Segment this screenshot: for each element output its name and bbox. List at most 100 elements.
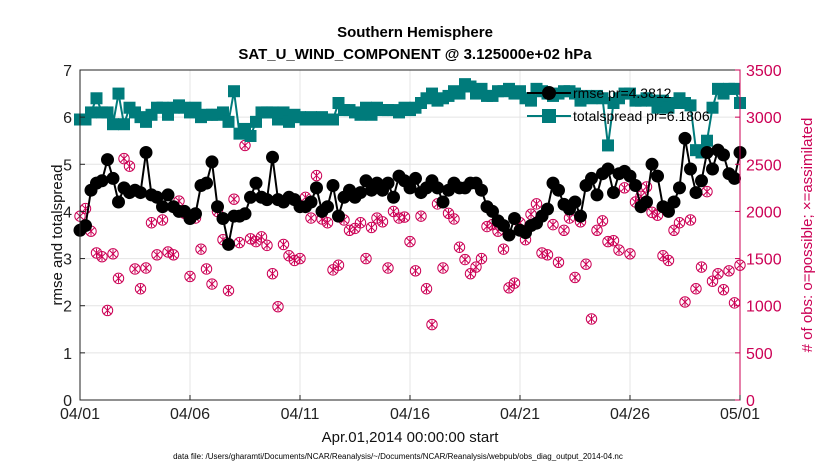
obs-possible-marker — [305, 212, 317, 224]
rmse-point — [321, 200, 334, 214]
obs-possible-marker — [151, 249, 163, 261]
obs-assimilated-marker — [527, 209, 535, 219]
totalspread-point — [90, 92, 103, 105]
obs-assimilated-marker — [483, 222, 491, 231]
x-tick-label: 04/26 — [610, 406, 650, 423]
obs-possible-marker — [382, 262, 394, 274]
obs-assimilated-marker — [208, 279, 216, 289]
obs-assimilated-marker — [114, 274, 123, 283]
rmse-point — [106, 171, 120, 185]
obs-possible-marker — [585, 313, 598, 325]
totalspread-point — [118, 118, 130, 131]
obs-possible-marker — [101, 304, 114, 317]
totalspread-point — [525, 94, 537, 107]
rmse-point — [101, 153, 114, 167]
obs-assimilated-marker — [235, 238, 244, 247]
obs-assimilated-marker — [389, 207, 398, 216]
obs-possible-marker — [332, 259, 345, 271]
rmse-point — [678, 131, 692, 145]
obs-assimilated-marker — [422, 284, 431, 294]
obs-assimilated-marker — [538, 248, 546, 258]
obs-assimilated-marker — [367, 223, 376, 232]
rmse-point — [403, 181, 417, 195]
y-tick-right-label: 1000 — [746, 299, 782, 316]
rmse-point — [673, 181, 686, 195]
rmse-point — [568, 195, 582, 209]
obs-assimilated-marker — [675, 218, 684, 228]
obs-possible-marker — [426, 318, 438, 331]
obs-possible-marker — [272, 300, 284, 313]
obs-assimilated-marker — [329, 265, 337, 275]
obs-possible-marker — [365, 221, 378, 234]
obs-possible-marker — [360, 252, 372, 265]
obs-assimilated-marker — [257, 232, 266, 242]
legend-spread-marker — [542, 109, 556, 123]
rmse-point — [211, 200, 224, 214]
rmse-point — [79, 219, 92, 233]
obs-possible-marker — [310, 169, 323, 182]
obs-possible-marker — [459, 253, 471, 266]
obs-assimilated-marker — [263, 241, 271, 250]
rmse-point — [601, 162, 615, 176]
obs-assimilated-marker — [560, 225, 568, 235]
rmse-point — [431, 181, 444, 195]
y-tick-left-label: 5 — [63, 157, 72, 174]
y-tick-right-label: 2000 — [746, 204, 782, 221]
obs-assimilated-marker — [406, 237, 414, 246]
obs-possible-marker — [200, 263, 213, 275]
totalspread-point — [277, 106, 290, 119]
x-tick-label: 04/01 — [60, 406, 100, 423]
rmse-point — [662, 204, 675, 218]
rmse-point — [541, 202, 554, 216]
obs-possible-marker — [530, 198, 543, 210]
y-tick-right-label: 3000 — [746, 110, 782, 127]
obs-assimilated-marker — [477, 254, 486, 263]
totalspread-point — [217, 106, 229, 119]
rmse-point — [161, 188, 175, 202]
rmse-point — [497, 219, 510, 233]
obs-assimilated-marker — [450, 214, 458, 224]
obs-possible-marker — [558, 224, 570, 236]
obs-possible-marker — [547, 218, 559, 231]
obs-possible-marker — [222, 284, 235, 297]
obs-possible-marker — [156, 214, 169, 226]
obs-possible-marker — [508, 277, 521, 289]
y-tick-left-label: 3 — [63, 252, 72, 269]
rmse-point — [381, 176, 395, 190]
rmse-point — [574, 209, 587, 223]
obs-assimilated-marker — [609, 236, 618, 245]
obs-possible-marker — [195, 243, 207, 255]
rmse-point — [502, 228, 516, 242]
totalspread-point — [112, 87, 125, 100]
rmse-point — [332, 209, 345, 223]
y-tick-right-label: 500 — [746, 346, 773, 363]
totalspread-point — [327, 113, 339, 126]
obs-assimilated-marker — [373, 213, 381, 223]
rmse-point — [590, 188, 604, 202]
rmse-point — [139, 146, 153, 159]
obs-assimilated-marker — [307, 213, 315, 223]
obs-assimilated-marker — [153, 250, 161, 260]
obs-assimilated-marker — [345, 225, 354, 235]
y-tick-left-label: 6 — [63, 110, 72, 127]
obs-assimilated-marker — [543, 250, 552, 260]
obs-assimilated-marker — [169, 250, 178, 260]
obs-possible-marker — [569, 271, 581, 284]
obs-assimilated-marker — [670, 225, 678, 235]
obs-possible-marker — [112, 272, 125, 285]
obs-assimilated-marker — [158, 215, 167, 225]
obs-assimilated-marker — [164, 247, 172, 257]
obs-possible-marker — [420, 283, 433, 295]
obs-assimilated-marker — [230, 194, 238, 204]
y-tick-left-label: 0 — [63, 393, 72, 410]
obs-assimilated-marker — [411, 266, 420, 276]
obs-assimilated-marker — [708, 276, 717, 286]
rmse-point — [205, 155, 219, 169]
obs-possible-marker — [580, 258, 592, 270]
obs-possible-marker — [354, 217, 367, 229]
totalspread-point — [228, 85, 240, 98]
totalspread-point — [453, 87, 466, 100]
legend-rmse-marker — [542, 86, 556, 100]
obs-possible-marker — [679, 296, 691, 308]
obs-assimilated-marker — [510, 278, 519, 288]
